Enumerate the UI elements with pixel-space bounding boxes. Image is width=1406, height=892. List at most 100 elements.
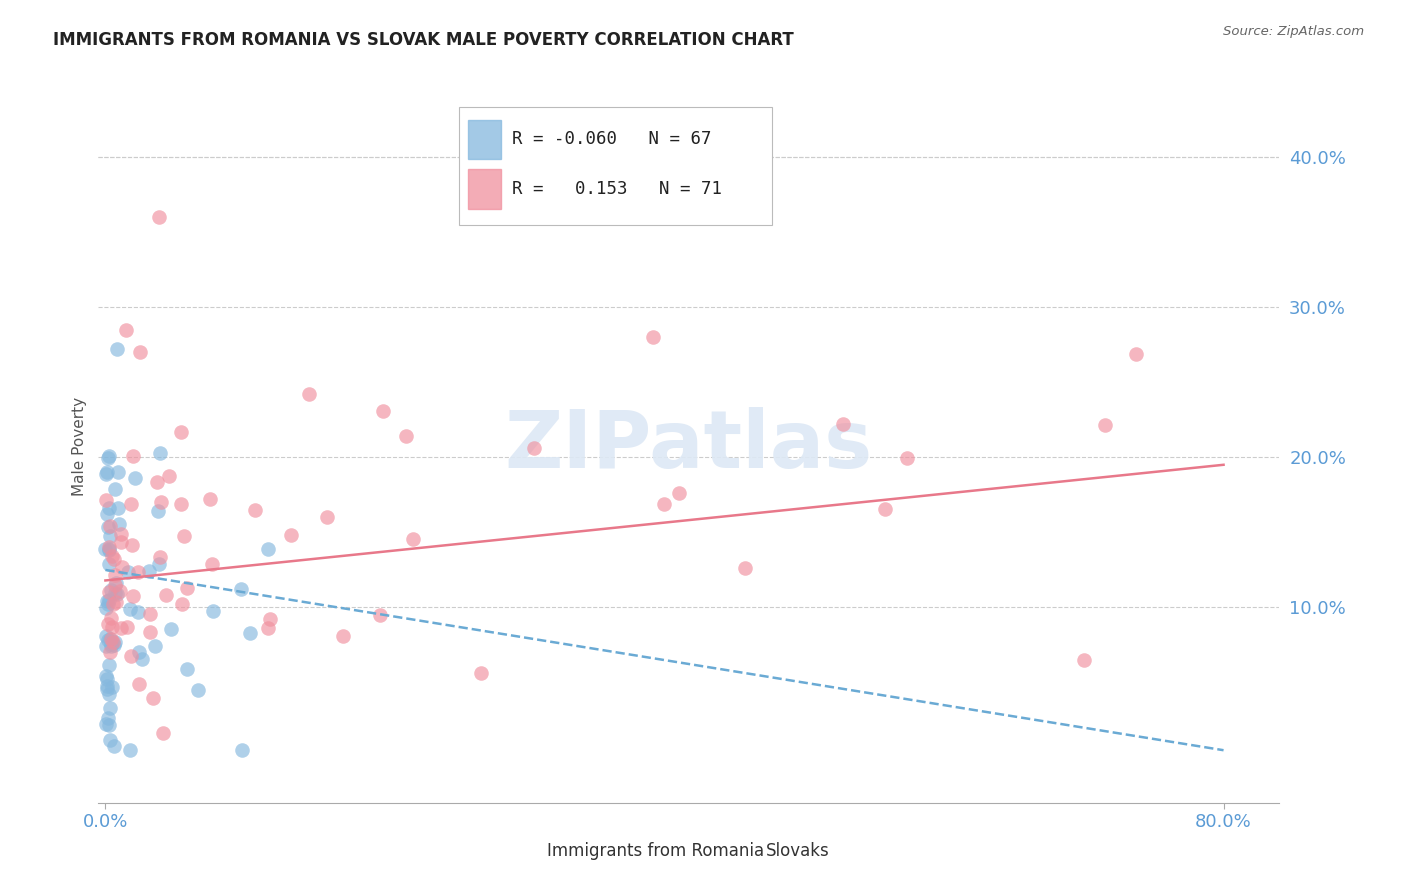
Bar [468,169,501,209]
Point [198,491,221,506]
Point [138,564,160,578]
Point [97,558,120,572]
Point [101,635,124,649]
Point [97,593,120,607]
Text: ZIPatlas: ZIPatlas [505,407,873,485]
Point [98,519,121,533]
Point [129,345,152,359]
Point [1073,653,1095,667]
Point [150,494,173,508]
Point [149,446,172,460]
Point [201,604,224,618]
Point [110,534,132,549]
Point [100,582,122,597]
Point [118,743,141,757]
Point [96,467,118,481]
Point [257,621,280,635]
Point [98,449,121,463]
Text: Slovaks: Slovaks [766,842,830,860]
Point [148,210,170,224]
Point [124,471,146,485]
Point [160,622,183,636]
Point [101,635,124,649]
Point [97,617,120,632]
Point [97,541,120,556]
Point [1125,347,1147,361]
Point [107,501,129,516]
Point [96,600,118,615]
Point [97,687,120,701]
Point [157,469,180,483]
Point [110,621,132,635]
Point [316,510,339,524]
Point [201,558,224,572]
Point [94,629,117,643]
Point [104,568,127,582]
Point [107,465,129,479]
Point [103,638,125,652]
Point [896,450,918,465]
Point [371,404,394,418]
Point [96,507,118,521]
Point [523,441,546,455]
Point [257,541,280,556]
Point [105,342,128,356]
Point [104,595,127,609]
Point [668,485,690,500]
Point [97,597,120,611]
Point [173,528,195,542]
Point [127,565,149,579]
Point [121,538,143,552]
Bar [468,120,501,159]
Point [110,583,132,598]
Point [107,516,129,531]
Point [97,632,120,647]
Point [100,640,122,654]
Point [152,726,174,740]
Point [94,492,117,507]
Point [470,666,492,681]
Point [98,540,121,554]
Text: IMMIGRANTS FROM ROMANIA VS SLOVAK MALE POVERTY CORRELATION CHART: IMMIGRANTS FROM ROMANIA VS SLOVAK MALE P… [53,31,794,49]
Bar [501,835,526,863]
Point [131,652,153,666]
Point [96,679,118,693]
Point [395,429,418,443]
Point [96,672,118,686]
Point [100,645,122,659]
Text: Source: ZipAtlas.com: Source: ZipAtlas.com [1223,25,1364,38]
Point [1094,418,1116,433]
Point [103,739,125,753]
Point [143,640,166,654]
Point [98,632,121,647]
Point [100,681,122,695]
Point [94,542,117,557]
Point [104,635,127,649]
Point [280,528,302,542]
Bar [721,835,747,863]
Point [176,662,198,676]
Point [138,624,160,639]
Point [128,645,150,659]
Point [98,501,121,516]
Point [231,743,253,757]
Point [239,626,262,640]
Point [146,504,169,518]
Point [100,637,122,651]
Point [100,632,122,646]
Point [94,717,117,731]
Point [101,620,124,634]
Point [142,690,165,705]
Point [104,578,127,592]
Point [243,503,266,517]
Point [96,681,118,696]
Point [111,560,134,574]
Point [104,482,127,496]
Point [734,561,756,575]
Point [120,649,142,664]
Point [259,612,281,626]
Point [120,602,142,616]
Point [831,417,853,431]
Point [370,608,392,623]
Point [128,677,150,691]
